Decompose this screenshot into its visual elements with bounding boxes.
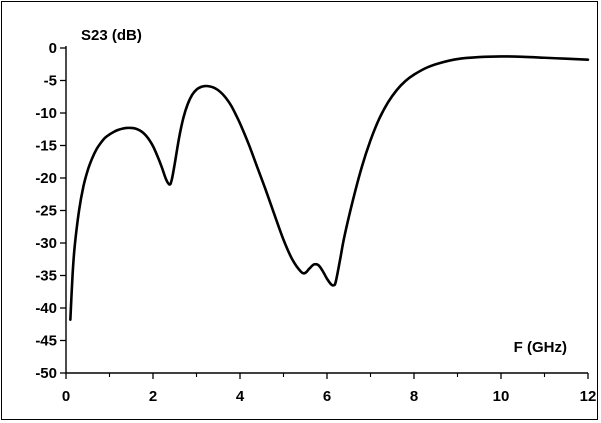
x-tick-label: 4 <box>236 388 245 405</box>
y-tick-label: -20 <box>35 170 57 187</box>
x-tick-label: 8 <box>410 388 418 405</box>
y-tick-label: -25 <box>35 203 57 220</box>
x-axis-title: F (GHz) <box>514 339 567 356</box>
x-tick-label: 2 <box>149 388 157 405</box>
y-tick-label: -50 <box>35 365 57 382</box>
s23-curve <box>69 55 590 321</box>
x-tick-label: 12 <box>580 388 597 405</box>
x-tick-label: 10 <box>493 388 510 405</box>
y-tick-label: -10 <box>35 105 57 122</box>
x-tick-label: 6 <box>323 388 331 405</box>
y-axis-title: S23 (dB) <box>81 27 142 44</box>
x-tick-label: 0 <box>62 388 70 405</box>
axes <box>65 46 588 374</box>
y-tick-label: -30 <box>35 235 57 252</box>
y-tick-label: 0 <box>49 40 57 57</box>
y-tick-label: -40 <box>35 300 57 317</box>
y-tick-label: -15 <box>35 138 57 155</box>
y-tick-label: -5 <box>44 73 57 90</box>
tick-labels: 0 -5 -10 -15 -20 -25 -30 -35 -40 -45 -50 0 2 4 6 8 10 12 <box>35 40 596 405</box>
y-tick-label: -35 <box>35 268 57 285</box>
y-tick-label: -45 <box>35 333 57 350</box>
ticks <box>60 47 589 379</box>
